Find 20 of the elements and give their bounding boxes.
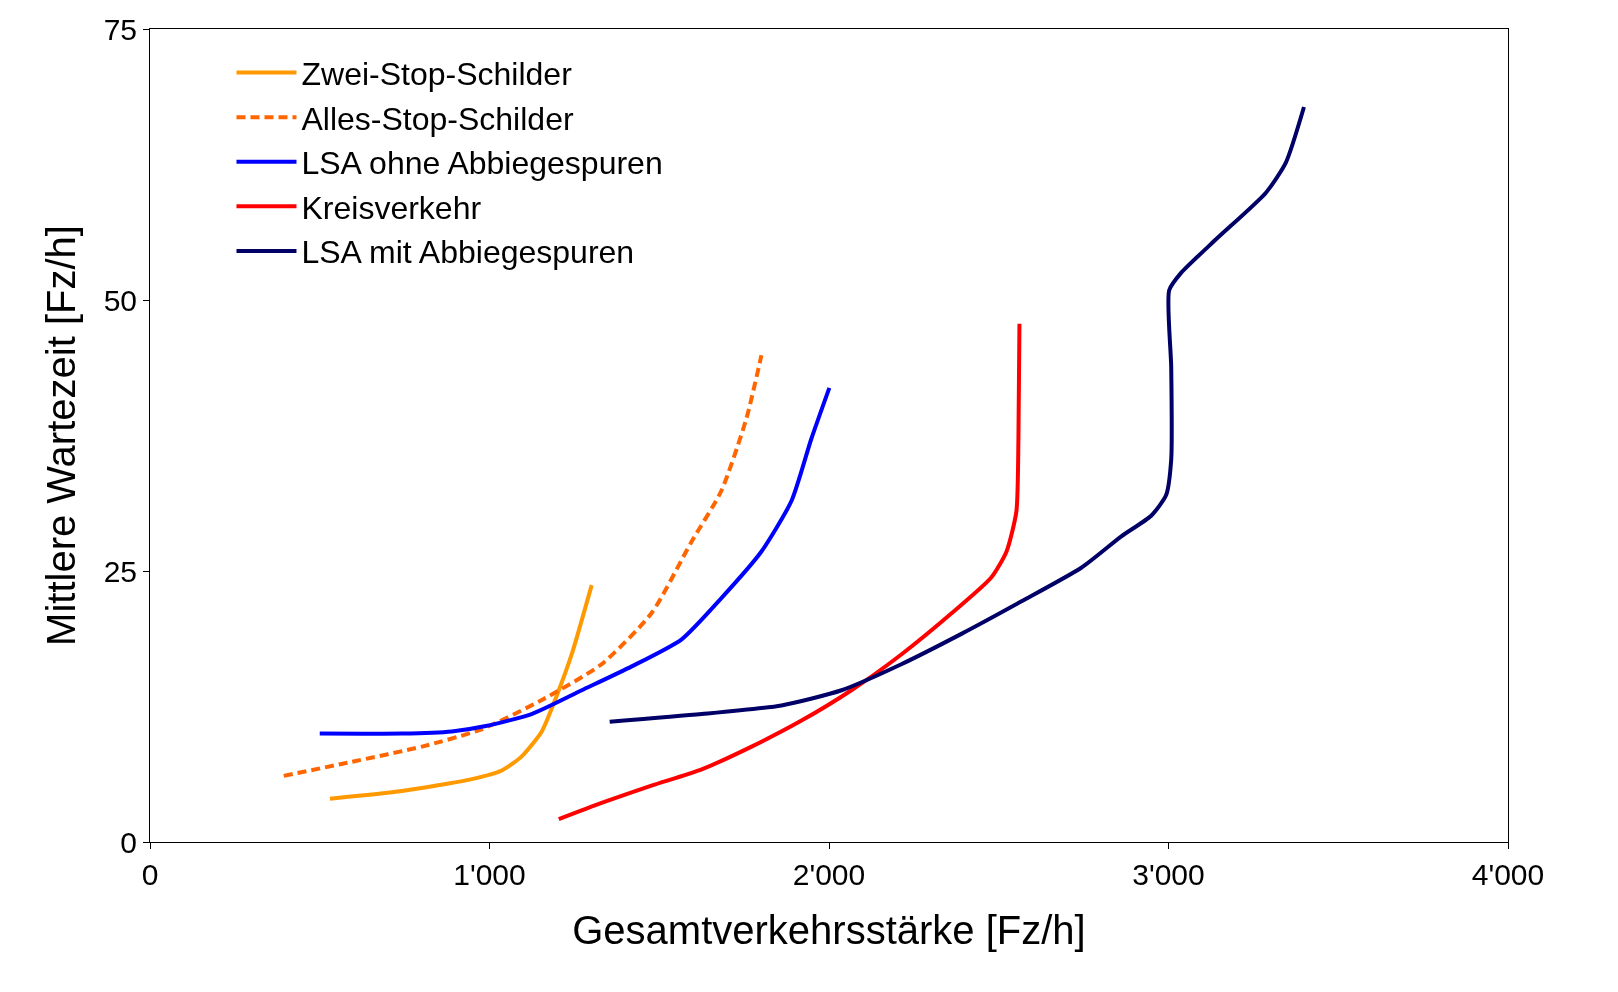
x-tick-label: 0 [141,858,159,891]
legend-label: Alles-Stop-Schilder [301,100,574,137]
y-tick-label: 50 [103,283,137,317]
legend-label: Kreisverkehr [301,189,482,226]
line-series [556,321,1022,822]
x-tick-label: 3'000 [1132,858,1205,891]
x-axis-title: Gesamtverkehrsstärke [Fz/h] [572,907,1086,952]
legend-label: LSA ohne Abbiegespuren [301,145,663,182]
y-axis-title: Mittlere Wartezeit [Fz/h] [39,225,84,646]
x-tick-label: 2'000 [792,858,866,891]
x-tick-label: 4'000 [1471,858,1545,891]
y-tick-label: 75 [103,12,137,46]
legend-label: LSA mit Abbiegespuren [301,234,635,271]
line-series [281,353,764,778]
y-tick-label: 0 [120,825,137,859]
x-tick-label: 1'000 [453,858,526,891]
y-tick-label: 25 [103,554,137,588]
line-series [317,385,832,736]
line-series [327,583,594,801]
legend-label: Zwei-Stop-Schilder [301,56,573,93]
